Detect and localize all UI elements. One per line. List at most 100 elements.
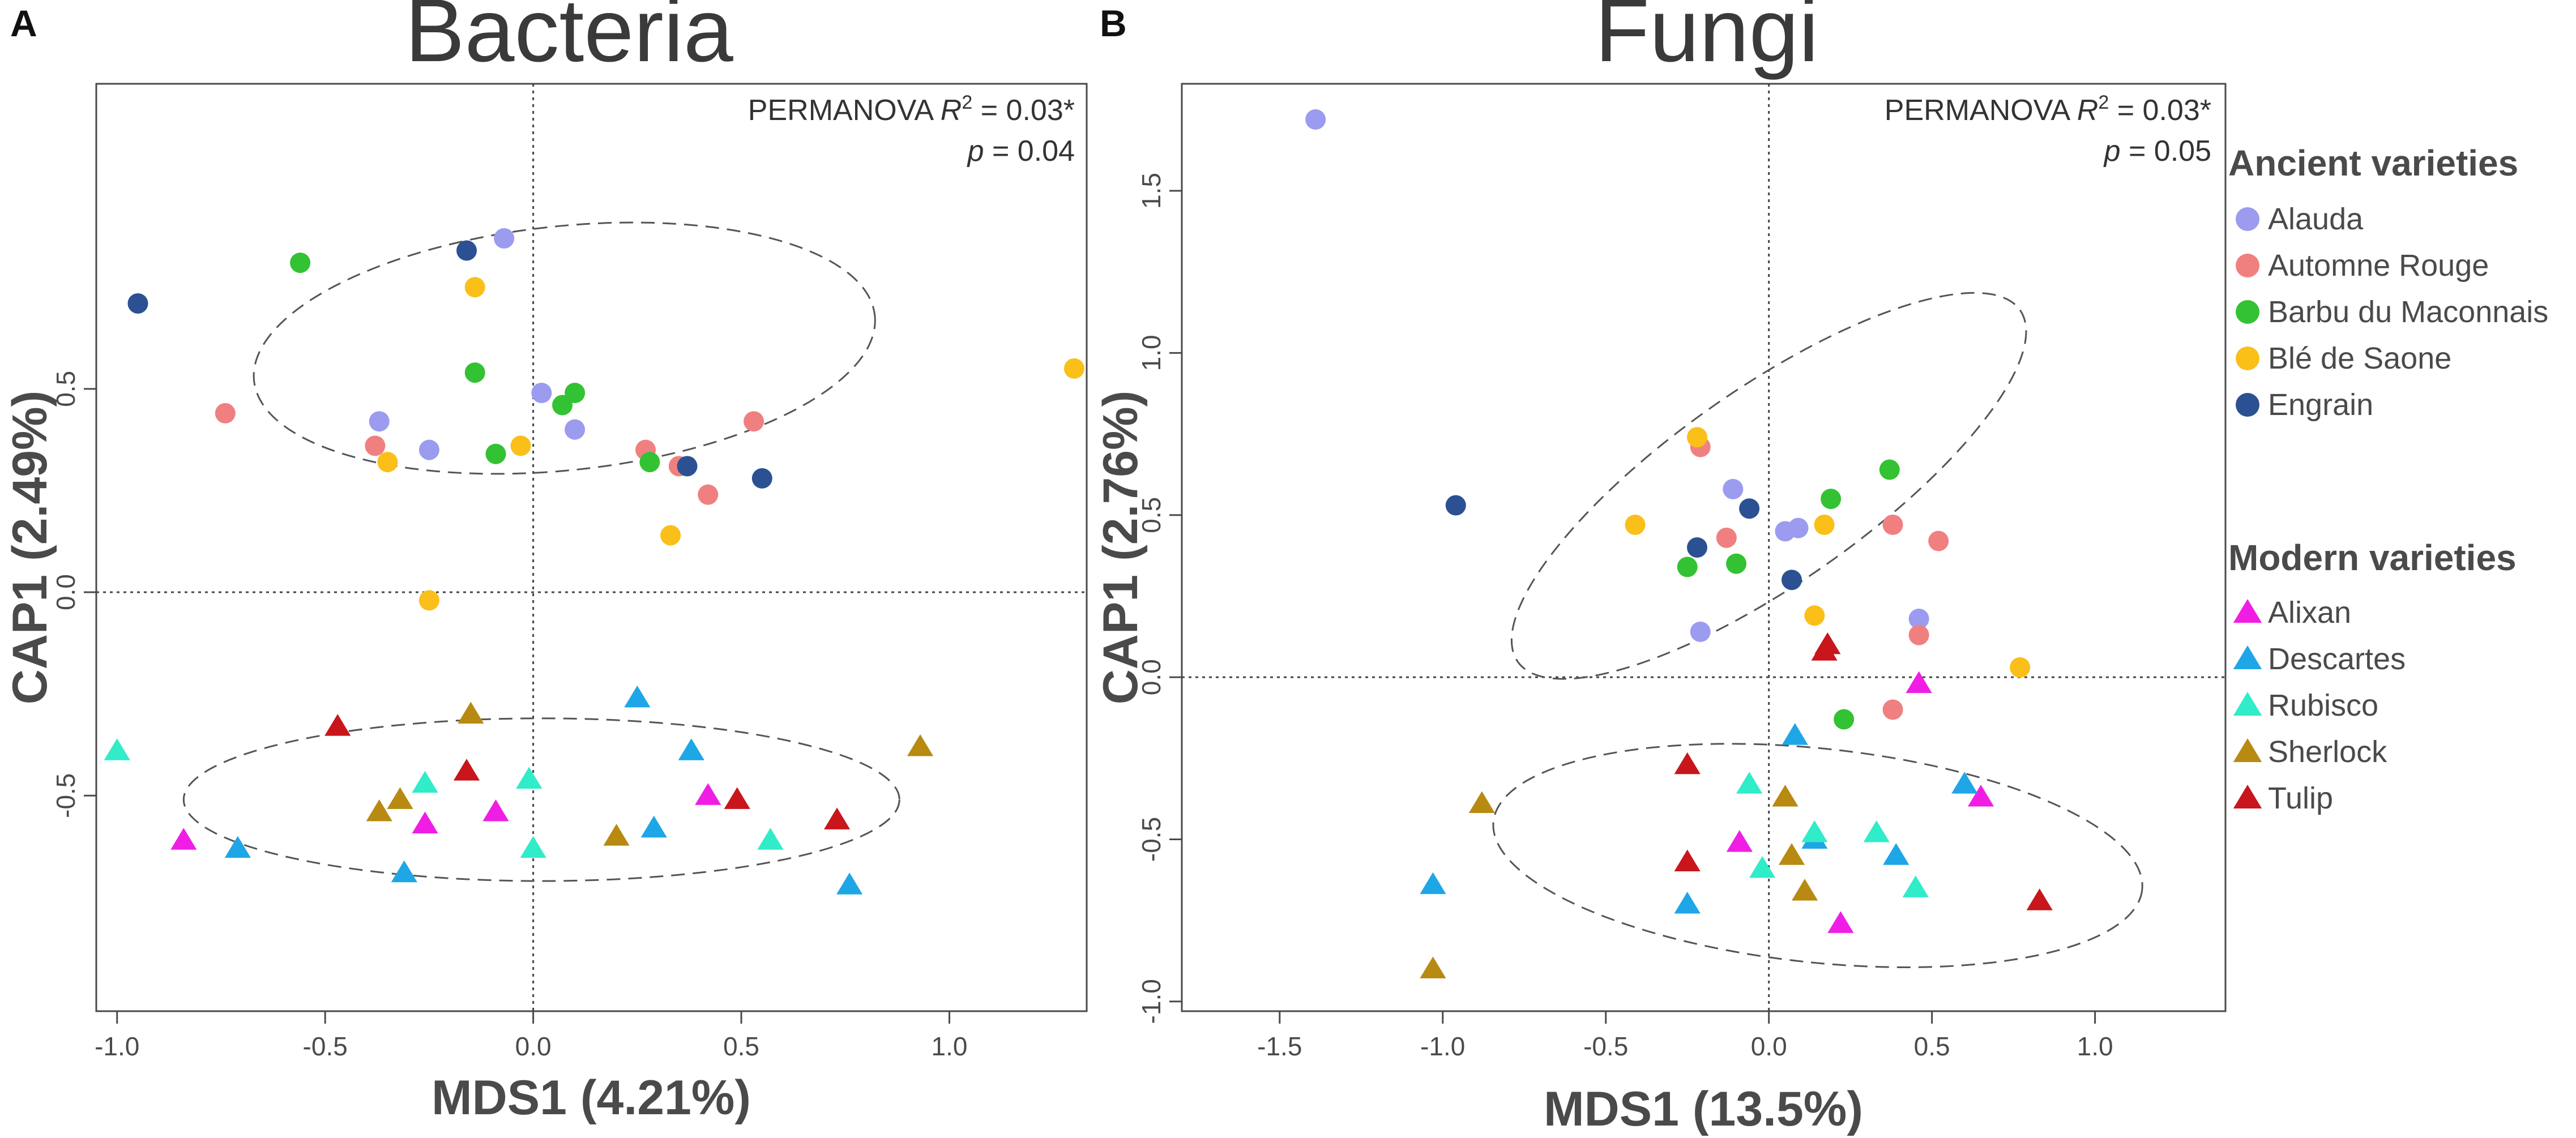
y-tick-label: -0.5 [51, 773, 80, 818]
panel-b: B Fungi PERMANOVA R2 = 0.03* p = 0.05 -1… [1093, 0, 2227, 1136]
point-alixan [1906, 671, 1932, 694]
point-barbu-du-maconnais [1879, 459, 1900, 480]
panel-b-ellipses [1492, 292, 2143, 968]
point-engrain [1782, 570, 1802, 591]
x-tick-label: -0.5 [1583, 1032, 1628, 1061]
x-tick-label: 0.5 [1914, 1032, 1950, 1061]
point-descartes [1883, 843, 1909, 865]
point-alauda [418, 439, 439, 460]
point-ble-de-saone [464, 277, 485, 298]
confidence-ellipse-modern [182, 717, 900, 882]
point-ble-de-saone [2010, 657, 2031, 678]
point-descartes [678, 738, 704, 760]
panel-a: A Bacteria PERMANOVA R2 = 0.03* p = 0.04… [3, 0, 1088, 1125]
r2-superscript: 2 [962, 92, 972, 113]
panel-a-ellipses [182, 221, 900, 882]
panel-a-x-ticks: -1.0 -0.5 0.0 0.5 1.0 [95, 1011, 967, 1061]
point-alauda [369, 411, 390, 432]
point-alauda [494, 228, 515, 249]
point-engrain [1445, 495, 1466, 516]
panel-b-title: Fungi [1595, 0, 1818, 80]
point-barbu-du-maconnais [1677, 557, 1698, 577]
point-barbu-du-maconnais [1821, 489, 1842, 510]
p-symbol: p [2103, 135, 2121, 168]
x-tick-label: -1.0 [1420, 1032, 1465, 1061]
point-rubisco [1863, 820, 1890, 842]
point-rubisco [516, 767, 542, 789]
point-automne-rouge [1882, 699, 1903, 720]
panel-a-y-label: CAP1 (2.49%) [3, 391, 57, 704]
point-descartes [1420, 872, 1446, 895]
point-alixan [1967, 785, 1994, 807]
point-tulip [1811, 639, 1838, 661]
point-descartes [1782, 723, 1808, 745]
point-alixan [695, 783, 721, 805]
y-tick-label: -1.0 [1137, 979, 1166, 1024]
legend-label-alauda: Alauda [2268, 202, 2364, 236]
panel-b-annotation: PERMANOVA R2 = 0.03* p = 0.05 [1885, 92, 2211, 168]
point-sherlock [1778, 843, 1805, 865]
point-barbu-du-maconnais [565, 383, 586, 403]
point-barbu-du-maconnais [552, 395, 573, 416]
panel-a-annotation: PERMANOVA R2 = 0.03* p = 0.04 [748, 92, 1075, 168]
point-sherlock [1468, 791, 1495, 813]
point-barbu-du-maconnais [464, 362, 485, 383]
point-rubisco [412, 771, 438, 793]
point-engrain [1739, 498, 1760, 519]
point-sherlock [387, 787, 413, 809]
point-ble-de-saone [1625, 514, 1646, 535]
point-sherlock [366, 799, 392, 822]
point-alixan [1726, 830, 1753, 852]
p-value: = 0.05 [2121, 135, 2211, 168]
p-value: = 0.04 [984, 135, 1075, 168]
point-engrain [751, 468, 772, 489]
r2-value: = 0.03* [2109, 94, 2211, 127]
panel-a-y-ticks: -0.5 0.0 0.5 [51, 371, 96, 818]
point-engrain [127, 293, 148, 314]
p-symbol: p [967, 135, 984, 168]
r2-symbol: R [941, 94, 962, 127]
legend-label-ble-de-saone: Blé de Saone [2268, 341, 2451, 375]
point-ble-de-saone [1814, 514, 1835, 535]
point-ble-de-saone [377, 452, 398, 473]
point-barbu-du-maconnais [290, 253, 311, 273]
panel-b-points [1305, 109, 2053, 979]
panel-a-reference-lines [96, 84, 1087, 1011]
point-tulip [823, 807, 851, 829]
r2-symbol: R [2077, 94, 2099, 127]
point-sherlock [458, 701, 484, 724]
legend-marker-alixan [2233, 599, 2262, 623]
legend-ancient-title: Ancient varieties [2228, 143, 2518, 183]
x-tick-label: 0.0 [1751, 1032, 1787, 1061]
legend-modern-items: Alixan Descartes Rubisco Sherlock Tulip [2233, 596, 2406, 815]
x-tick-label: -1.5 [1257, 1032, 1302, 1061]
point-rubisco [1736, 772, 1763, 794]
y-tick-label: 1.0 [1137, 335, 1166, 371]
point-rubisco [757, 828, 784, 850]
point-automne-rouge [1882, 514, 1903, 535]
panel-a-x-label: MDS1 (4.21%) [432, 1071, 751, 1125]
legend-marker-alauda [2236, 207, 2259, 231]
point-ble-de-saone [1804, 605, 1825, 626]
point-alixan [1827, 911, 1854, 933]
point-automne-rouge [1716, 527, 1737, 548]
point-barbu-du-maconnais [639, 452, 660, 473]
point-tulip [1674, 849, 1701, 872]
legend-label-barbu-du-maconnais: Barbu du Maconnais [2268, 295, 2548, 329]
panel-a-permanova-line: PERMANOVA R2 = 0.03* [748, 92, 1075, 127]
point-rubisco [1749, 856, 1776, 878]
point-rubisco [1902, 875, 1929, 897]
point-sherlock [603, 824, 630, 846]
legend-marker-automne-rouge [2236, 254, 2259, 277]
confidence-ellipse-ancient [253, 221, 876, 475]
panel-a-plot-frame [95, 83, 1088, 1012]
legend-marker-descartes [2233, 645, 2262, 669]
point-tulip [453, 759, 480, 781]
y-tick-label: 0.0 [1137, 659, 1166, 695]
legend-label-engrain: Engrain [2268, 388, 2373, 422]
point-alauda [1788, 517, 1809, 538]
point-sherlock [907, 734, 934, 756]
legend-ancient-items: Alauda Automne Rouge Barbu du Maconnais Blé… [2236, 202, 2548, 422]
panel-b-letter: B [1100, 2, 1127, 44]
legend-marker-engrain [2236, 393, 2259, 417]
